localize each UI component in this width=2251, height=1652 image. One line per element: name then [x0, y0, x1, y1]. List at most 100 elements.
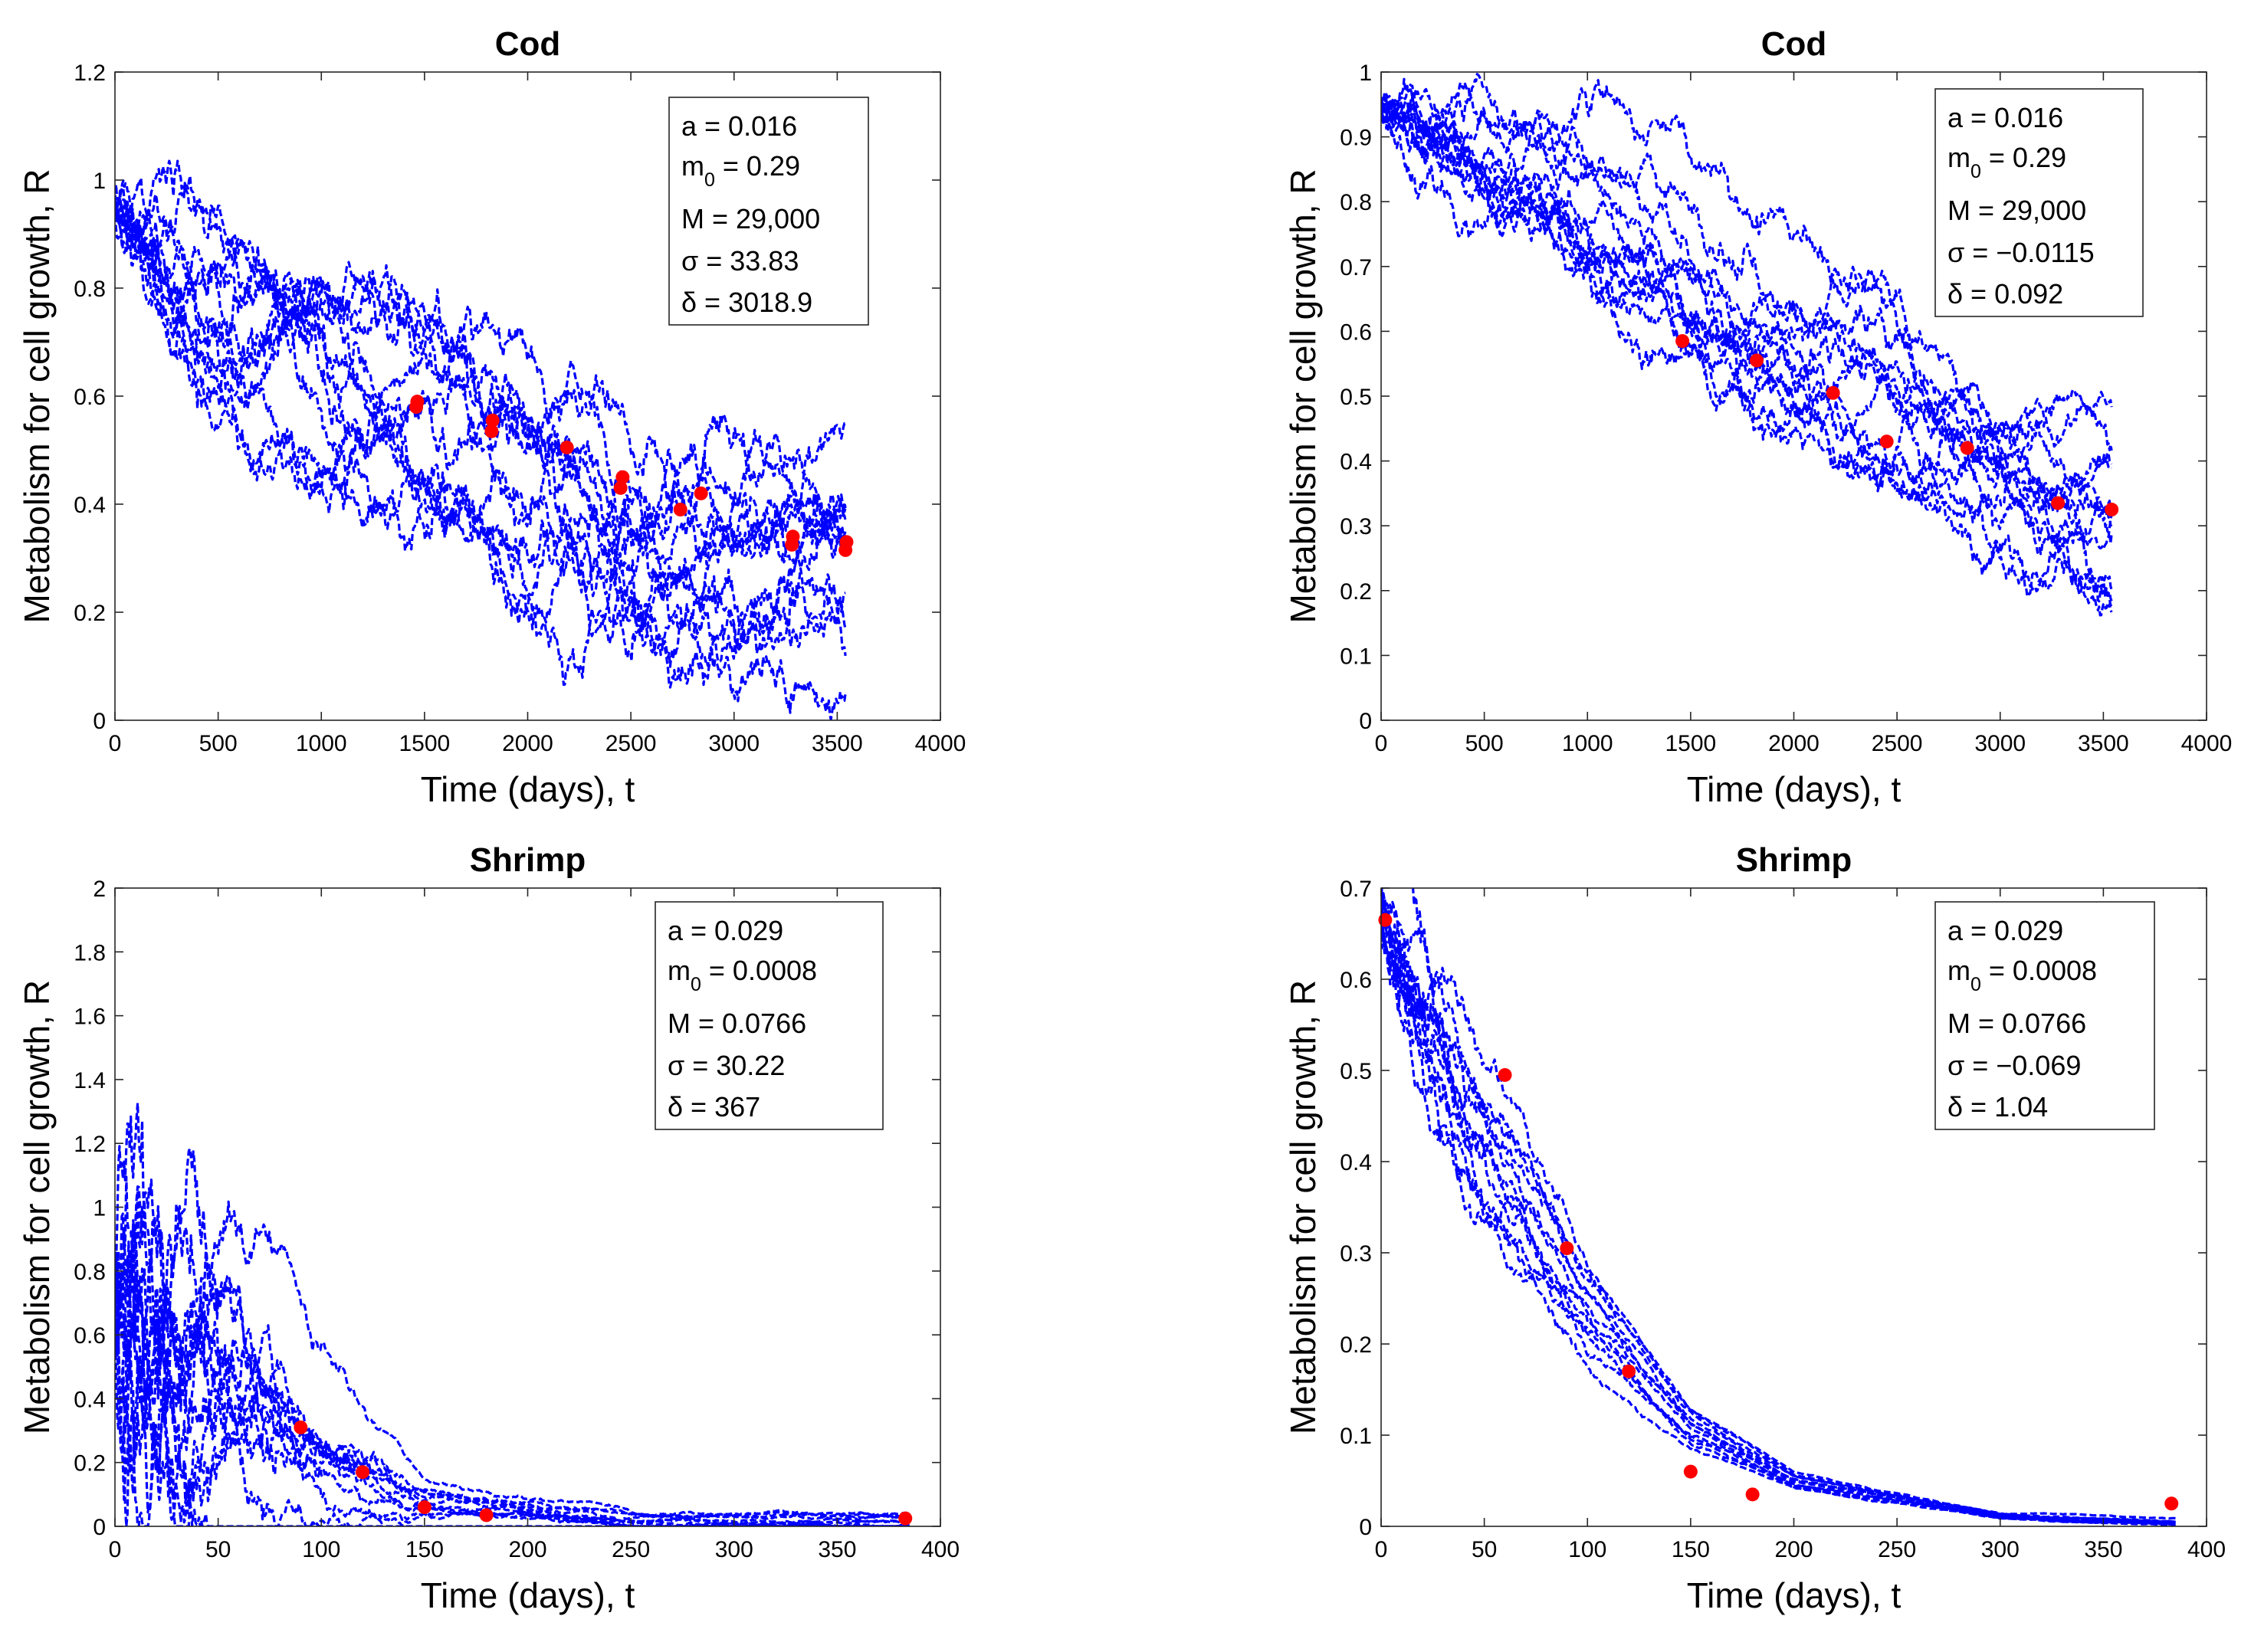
- x-tick-label: 0: [1375, 1537, 1388, 1562]
- data-point: [1622, 1364, 1636, 1378]
- legend-m0-value: = 0.0008: [1981, 955, 2097, 986]
- legend-box: [1934, 88, 2144, 317]
- x-tick-label: 2000: [1768, 731, 1820, 756]
- legend-m0-subscript: 0: [1970, 974, 1981, 995]
- legend-entry-sigma: σ = 30.22: [668, 1050, 785, 1081]
- x-tick-label: 200: [508, 1537, 546, 1562]
- y-tick-label: 0.2: [1340, 1332, 1372, 1358]
- simulation-path: [115, 1261, 911, 1526]
- legend-box: [655, 901, 884, 1130]
- legend-entry-m0: m0 = 0.29: [1947, 142, 2066, 182]
- legend-entry-delta: δ = 1.04: [1947, 1091, 2048, 1123]
- chart-title: Shrimp: [470, 841, 586, 879]
- simulation-path: [1381, 913, 2176, 1523]
- simulation-path: [1381, 81, 2113, 451]
- x-tick-label: 3500: [812, 731, 863, 756]
- x-tick-label: 350: [2084, 1537, 2122, 1562]
- y-tick-label: 0.4: [74, 493, 106, 518]
- legend-box: [1934, 901, 2155, 1130]
- y-axis-ticks: 0 0.2 0.4 0.6 0.8 1 1.2: [74, 61, 940, 734]
- data-point: [2164, 1496, 2179, 1511]
- parameter-legend: a = 0.029 m0 = 0.0008 M = 0.0766 σ = −0.069…: [1934, 901, 2155, 1130]
- legend-entry-delta: δ = 367: [668, 1091, 760, 1123]
- x-tick-label: 350: [818, 1537, 856, 1562]
- y-tick-label: 1.8: [74, 940, 106, 965]
- x-tick-label: 500: [1465, 731, 1504, 756]
- legend-box: [668, 97, 869, 326]
- y-axis-ticks: 0 0.1 0.2 0.3 0.4 0.5 0.6 0.7: [1340, 877, 2207, 1540]
- legend-m0-value: = 0.0008: [701, 955, 817, 986]
- data-point: [1750, 353, 1764, 368]
- legend-entry-delta: δ = 3018.9: [681, 287, 812, 318]
- legend-m0-base: m: [681, 150, 704, 182]
- data-point: [1683, 1464, 1698, 1479]
- legend-entry-m0: m0 = 0.29: [681, 150, 800, 191]
- simulation-path: [1381, 110, 2113, 527]
- x-axis-label: Time (days), t: [1687, 1575, 1902, 1615]
- x-tick-label: 250: [1878, 1537, 1916, 1562]
- legend-m0-subscript: 0: [704, 169, 715, 191]
- y-axis-ticks: 0 0.1 0.2 0.3 0.4 0.5 0.6 0.7 0.8 0.9 1: [1340, 61, 2207, 734]
- data-point: [417, 1500, 431, 1515]
- simulation-paths: [1381, 888, 2176, 1526]
- x-tick-label: 150: [1672, 1537, 1710, 1562]
- data-point: [1378, 913, 1393, 927]
- x-tick-label: 50: [1472, 1537, 1497, 1562]
- y-tick-label: 0.8: [74, 1260, 106, 1285]
- data-points: [1378, 913, 2179, 1511]
- y-tick-label: 1.2: [74, 1132, 106, 1157]
- y-tick-label: 0.4: [1340, 1150, 1372, 1175]
- x-tick-label: 3500: [2078, 731, 2129, 756]
- x-tick-label: 400: [921, 1537, 960, 1562]
- chart-title: Cod: [1761, 25, 1827, 63]
- chart-panel-1: 0 500 1000 1500 2000 2500 3000 3500 400000.20.40…: [17, 25, 966, 809]
- simulation-path: [1381, 103, 2113, 546]
- parameter-legend: a = 0.016 m0 = 0.29 M = 29,000 σ = −0.0115 δ…: [1934, 88, 2144, 317]
- x-tick-label: 3000: [1974, 731, 2026, 756]
- simulation-path: [1381, 902, 2176, 1523]
- y-tick-label: 0.7: [1340, 877, 1372, 902]
- simulation-path: [115, 208, 847, 577]
- data-point: [673, 503, 687, 517]
- simulation-path: [115, 205, 847, 720]
- legend-entry-M: M = 29,000: [681, 203, 820, 234]
- data-point: [410, 395, 425, 409]
- chart-title: Cod: [495, 25, 561, 63]
- simulation-path: [1381, 116, 2113, 597]
- legend-entry-sigma: σ = −0.0115: [1947, 237, 2095, 268]
- x-tick-label: 1000: [1562, 731, 1613, 756]
- x-axis-ticks: 0 500 1000 1500 2000 2500 3000 3500 4000: [1375, 72, 2232, 756]
- legend-entry-M: M = 0.0766: [668, 1008, 806, 1039]
- x-tick-label: 100: [1568, 1537, 1606, 1562]
- x-tick-label: 300: [715, 1537, 753, 1562]
- y-tick-label: 0.2: [74, 1451, 106, 1477]
- simulation-path: [115, 1175, 911, 1526]
- y-axis-label: Metabolism for cell growth, R: [1283, 169, 1323, 623]
- y-tick-label: 0.2: [74, 601, 106, 626]
- x-tick-label: 1500: [1665, 731, 1717, 756]
- data-point: [294, 1420, 308, 1434]
- y-tick-label: 0.1: [1340, 1424, 1372, 1449]
- y-tick-label: 1.6: [74, 1005, 106, 1030]
- simulation-path: [1381, 104, 2113, 608]
- x-tick-label: 50: [205, 1537, 231, 1562]
- y-axis-label: Metabolism for cell growth, R: [1283, 980, 1323, 1434]
- data-point: [615, 470, 630, 484]
- data-point: [1498, 1067, 1512, 1082]
- simulation-path: [1381, 79, 2113, 490]
- legend-entry-sigma: σ = 33.83: [681, 245, 799, 277]
- legend-m0-value: = 0.29: [715, 150, 800, 182]
- x-axis-label: Time (days), t: [421, 769, 635, 809]
- data-point: [356, 1465, 370, 1480]
- simulation-path: [1381, 101, 2113, 457]
- y-tick-label: 0.9: [1340, 126, 1372, 151]
- x-tick-label: 2000: [502, 731, 553, 756]
- simulation-path: [115, 1147, 911, 1521]
- chart-panel-3: 0 50 100 150 200 250 300 350 400 0 0.2 0.4 0.6 0.8 1 1.…: [17, 841, 960, 1615]
- simulation-path: [115, 210, 847, 550]
- legend-entry-a: a = 0.016: [681, 110, 797, 142]
- chart-panel-4: 0 50 100 150 200 250 300 350 400 0 0.1 0.2 0.3 0.4 0.5…: [1283, 841, 2226, 1615]
- y-tick-label: 0: [1359, 709, 1372, 734]
- legend-m0-value: = 0.29: [1981, 142, 2066, 173]
- simulation-path: [115, 215, 847, 668]
